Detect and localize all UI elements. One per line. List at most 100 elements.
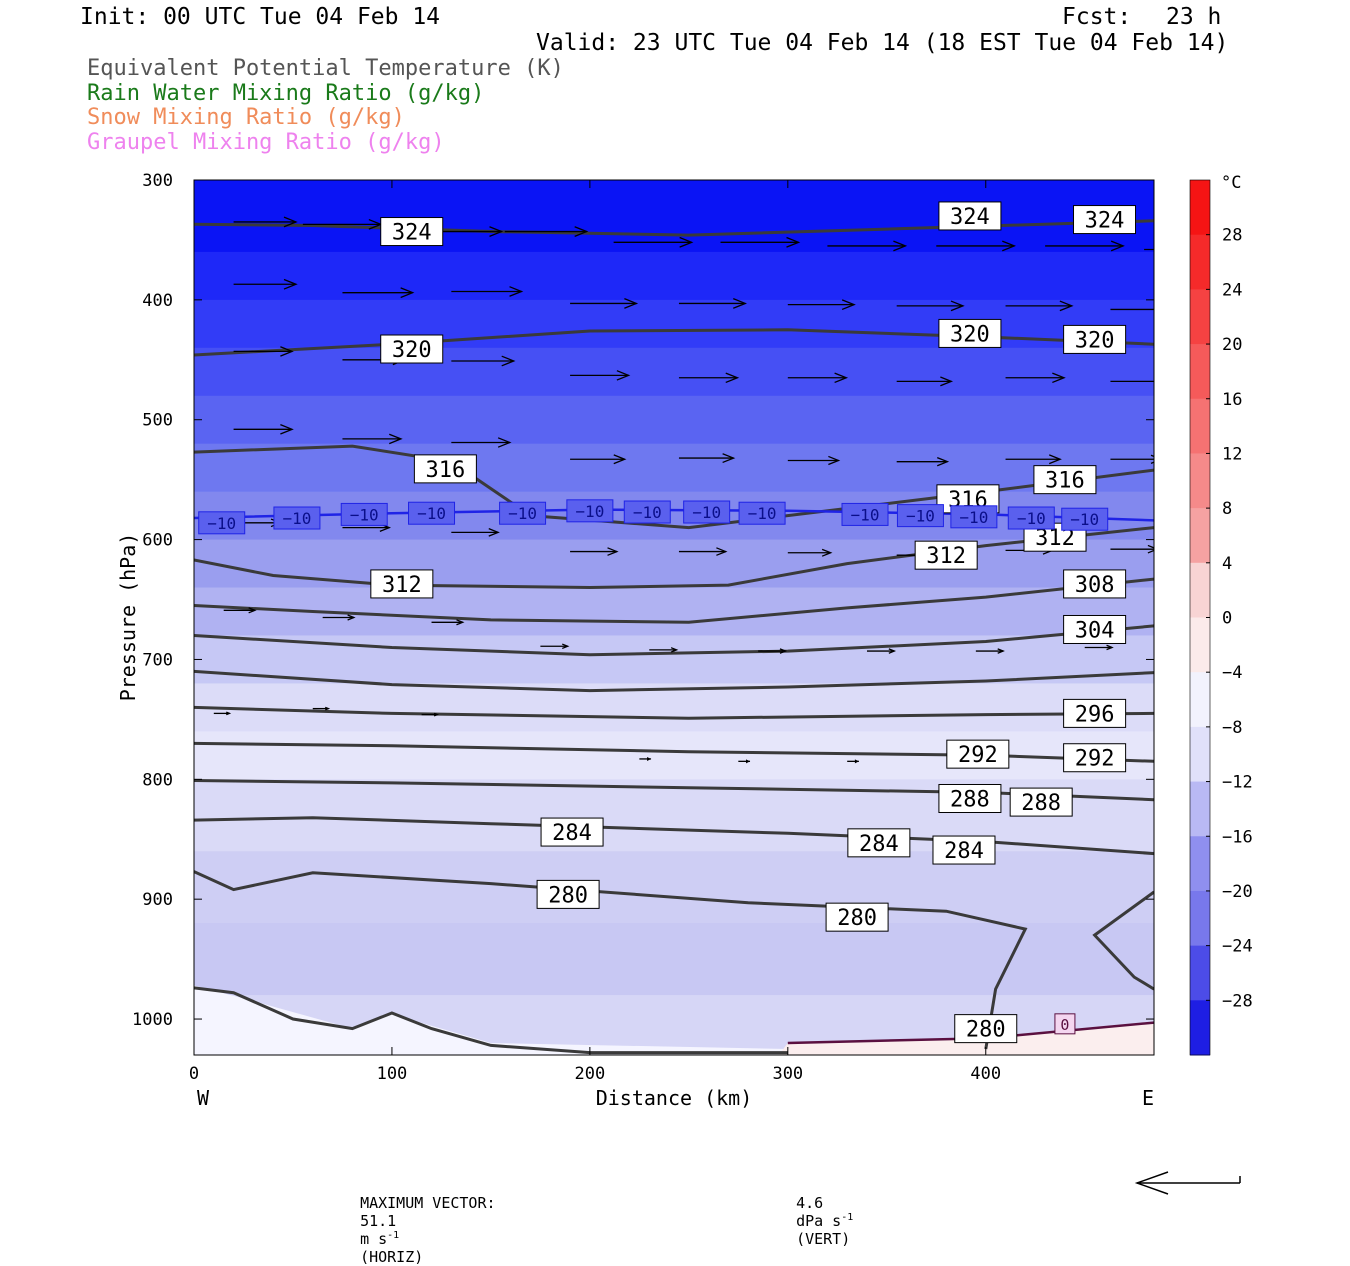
wind-vector — [678, 372, 740, 384]
max-vert-tag: (VERT) — [796, 1230, 851, 1248]
wind-vector — [312, 706, 331, 711]
colorbar-swatch — [1190, 945, 1210, 1001]
contour-label-box — [1073, 205, 1137, 235]
wind-head — [1165, 305, 1177, 315]
colorbar-tick-label: 8 — [1222, 499, 1232, 519]
wind-vector — [570, 547, 619, 556]
isotherm-label: −10 — [896, 504, 944, 528]
wind-head — [280, 346, 294, 357]
wind-vector — [639, 756, 652, 761]
wind-head — [679, 236, 694, 248]
theta-e-contour — [194, 624, 1154, 657]
wind-vector — [613, 236, 694, 248]
theta-e-contour — [1092, 890, 1154, 991]
wind-head — [1110, 240, 1125, 252]
colorbar-tick-label: 0 — [1222, 609, 1232, 629]
contour-label: 280 — [825, 902, 889, 932]
max-horiz-unit: m s — [360, 1230, 388, 1248]
wind-head — [433, 712, 439, 717]
wind-vector — [738, 759, 751, 764]
wind-head — [1106, 644, 1114, 651]
max-vector-label: MAXIMUM VECTOR: — [360, 1194, 496, 1212]
wind-vector — [1005, 300, 1074, 312]
colorbar-unit: °C — [1221, 173, 1241, 193]
temp-band — [194, 539, 1154, 589]
colorbar-tick-label: −28 — [1222, 991, 1253, 1011]
wind-head — [347, 614, 356, 621]
wind-head — [647, 756, 652, 761]
isotherm-label-box — [499, 501, 547, 525]
isotherm-label-box — [273, 506, 321, 530]
wind-head — [283, 278, 298, 290]
isotherm-label-box — [566, 499, 614, 523]
wind-head — [722, 453, 736, 464]
contour-label-box — [380, 217, 444, 247]
theta-e-contour — [194, 705, 1154, 720]
wind-vector — [451, 355, 516, 367]
colorbar-swatch — [1190, 617, 1210, 673]
max-vert-value: 4.6 — [796, 1194, 824, 1212]
contour-label: 288 — [938, 783, 1002, 813]
wind-head — [936, 457, 950, 467]
wind-head — [497, 437, 512, 448]
theta-e-contour — [194, 870, 1028, 1050]
axes: 300 400 500 600 700 800 900 1000 0 100 200 300 400 — [132, 171, 1154, 1084]
isotherm-label: −10 — [841, 502, 889, 526]
colorbar-tick-label: −16 — [1222, 827, 1253, 847]
contour-label-text: 312 — [382, 573, 422, 598]
x-axis-label: Distance (km) — [596, 1086, 753, 1110]
wind-vector — [451, 528, 500, 537]
y-tick-label: 1000 — [132, 1010, 173, 1030]
valid-time: Valid: 23 UTC Tue 04 Feb 14 (18 EST Tue … — [536, 30, 1229, 56]
wind-head — [841, 299, 856, 311]
wind-head — [489, 226, 504, 237]
wind-vector — [936, 240, 1017, 252]
contour-label-box — [946, 739, 1010, 769]
isotherm-label-text: −10 — [350, 505, 379, 524]
wind-vector — [866, 648, 897, 654]
isotherm-label-text: −10 — [959, 508, 988, 527]
colorbar-tick-label: −20 — [1222, 882, 1253, 902]
wind-vector — [678, 547, 728, 556]
zero-label-box — [1054, 1013, 1076, 1035]
wind-vector — [787, 455, 841, 466]
colorbar-tick-label: −8 — [1222, 718, 1242, 738]
wind-vector — [233, 424, 294, 435]
isotherm-label-text: −10 — [851, 505, 880, 524]
wind-vector — [787, 548, 833, 557]
zero-label-text: 0 — [1060, 1016, 1069, 1034]
legend-graupel: Graupel Mixing Ratio (g/kg) — [87, 130, 445, 155]
isotherm-label: −10 — [499, 501, 547, 525]
contour-label: 316 — [413, 454, 477, 484]
max-vert-unit: dPa s — [796, 1212, 842, 1230]
contour-label: 292 — [1063, 743, 1127, 773]
contour-label-box — [1009, 787, 1073, 817]
contour-label: 284 — [847, 828, 911, 858]
contour-label-box — [1063, 743, 1127, 773]
isotherm-label: −10 — [340, 502, 388, 526]
contour-label-text: 320 — [950, 322, 990, 347]
contour-label-text: 324 — [1085, 209, 1125, 234]
isotherm-label-box — [841, 502, 889, 526]
west-label: W — [197, 1086, 210, 1110]
max-vert-line: 4.6 dPa s-1 (VERT) — [778, 1176, 853, 1248]
contour-label-box — [536, 879, 600, 909]
contour-label-box — [1063, 569, 1127, 599]
wind-head — [940, 376, 954, 387]
wind-vector — [1110, 454, 1154, 464]
isotherm-label-box — [1007, 506, 1055, 530]
contour-label-text: 288 — [950, 787, 990, 812]
wind-vector — [570, 298, 639, 309]
contour-label: 324 — [1073, 205, 1137, 235]
wind-vector — [223, 607, 257, 614]
isotherm-label-text: −10 — [1070, 510, 1099, 529]
wind-vector — [1110, 380, 1154, 383]
wind-head — [670, 647, 679, 653]
contour-label: 280 — [954, 1014, 1018, 1044]
contour-label: 312 — [370, 569, 434, 599]
max-vector-line: MAXIMUM VECTOR: 51.1 m s-1 (HORIZ) — [342, 1176, 496, 1266]
contour-label-text: 280 — [966, 1018, 1006, 1043]
x-tick-label: 300 — [772, 1064, 803, 1084]
isotherm-label: −10 — [408, 501, 456, 525]
contour-label: 288 — [1009, 787, 1073, 817]
